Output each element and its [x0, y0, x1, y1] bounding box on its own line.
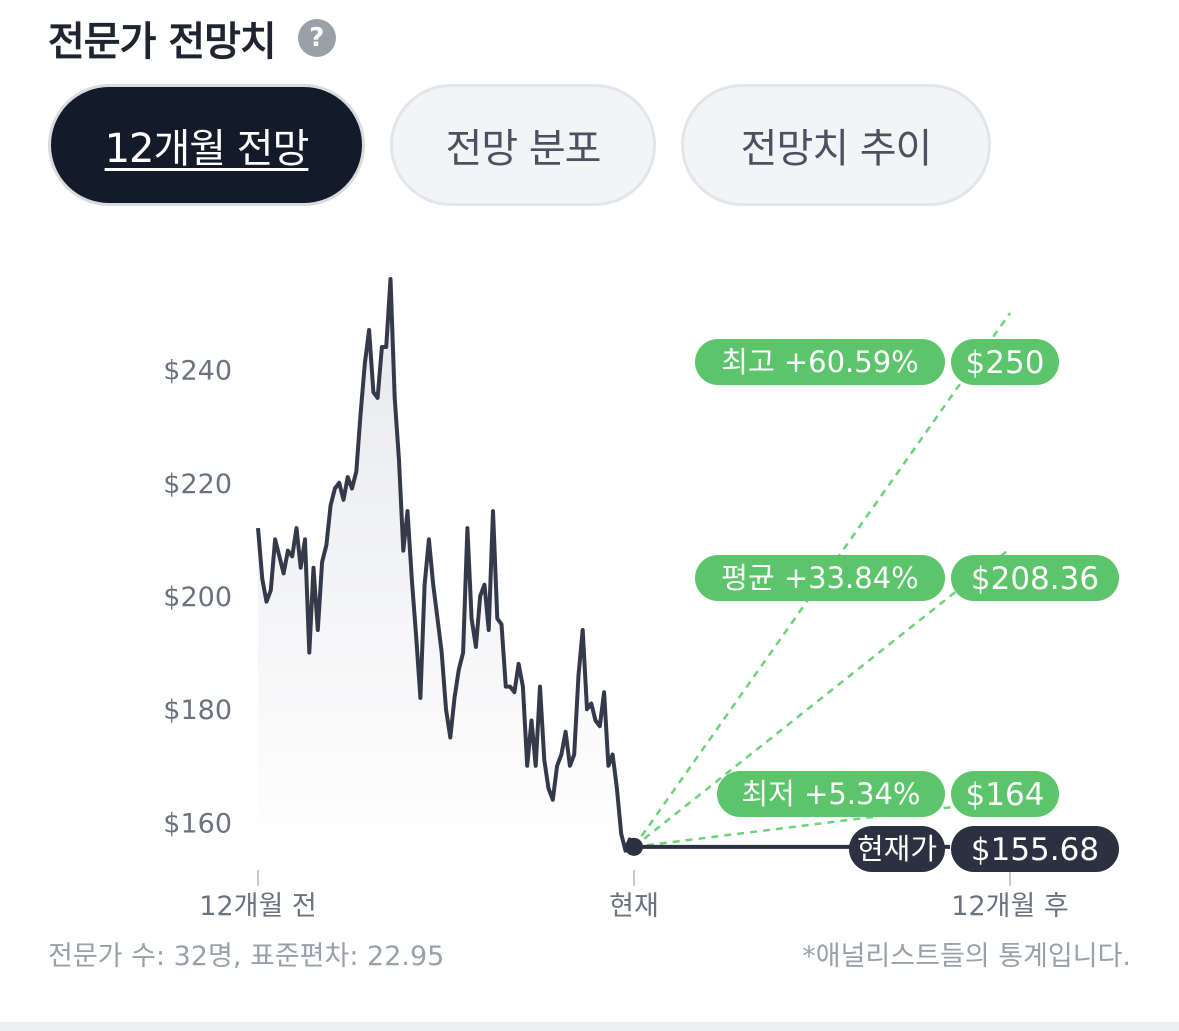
analyst-stats: 전문가 수: 32명, 표준편차: 22.95: [48, 941, 445, 972]
forecast-label: 최저 +5.34%: [741, 777, 920, 811]
current-price-label: 현재가: [857, 832, 937, 866]
forecast-label-pill: [695, 555, 945, 601]
forecast-line: [633, 798, 1011, 849]
y-tick-label: $220: [163, 469, 232, 500]
title-row: 전문가 전망치 ?: [48, 10, 336, 66]
forecast-value: $250: [966, 345, 1045, 381]
y-tick-label: $160: [163, 808, 232, 839]
tab-forecast-trend[interactable]: 전망치 추이: [681, 84, 991, 206]
current-price-value: $155.68: [971, 832, 1099, 868]
current-price-value-pill: [951, 826, 1119, 872]
x-tick-label: 12개월 후: [951, 891, 1068, 922]
forecast-chart: $240 $220 $200 $180 $160 12개월 전 현재 12개월 후 최고 +60…: [163, 277, 1119, 922]
forecast-label: 최고 +60.59%: [721, 345, 918, 379]
y-tick-label: $240: [163, 356, 232, 387]
x-tick-label: 12개월 전: [199, 891, 316, 922]
tab-forecast-distribution[interactable]: 전망 분포: [390, 84, 656, 206]
current-price-label-pill: [849, 826, 945, 872]
forecast-label-pill: [695, 339, 945, 385]
tab-label: 전망 분포: [445, 126, 602, 172]
y-tick-label: $200: [163, 582, 232, 613]
tab-label: 전망치 추이: [740, 126, 933, 172]
footnote: *애널리스트들의 통계입니다.: [802, 941, 1131, 972]
forecast-value-pill: [951, 771, 1059, 817]
divider: [0, 1022, 1179, 1031]
page-title: 전문가 전망치: [48, 19, 277, 65]
question-icon[interactable]: ?: [297, 19, 336, 57]
forecast-value-pill: [951, 339, 1059, 385]
tab-label: 12개월 전망: [104, 126, 310, 172]
history-line: [256, 277, 636, 853]
forecast-label: 평균 +33.84%: [721, 561, 918, 595]
tab-12-month-forecast[interactable]: 12개월 전망: [48, 84, 365, 206]
forecast-value: $164: [966, 777, 1045, 813]
current-price-point: [625, 837, 643, 856]
forecast-value-pill: [951, 555, 1119, 601]
y-tick-label: $180: [163, 695, 232, 726]
x-tick-label: 현재: [609, 891, 659, 922]
forecast-label-pill: [717, 771, 945, 817]
forecast-value: $208.36: [971, 561, 1099, 597]
forecast-line: [633, 547, 1011, 848]
